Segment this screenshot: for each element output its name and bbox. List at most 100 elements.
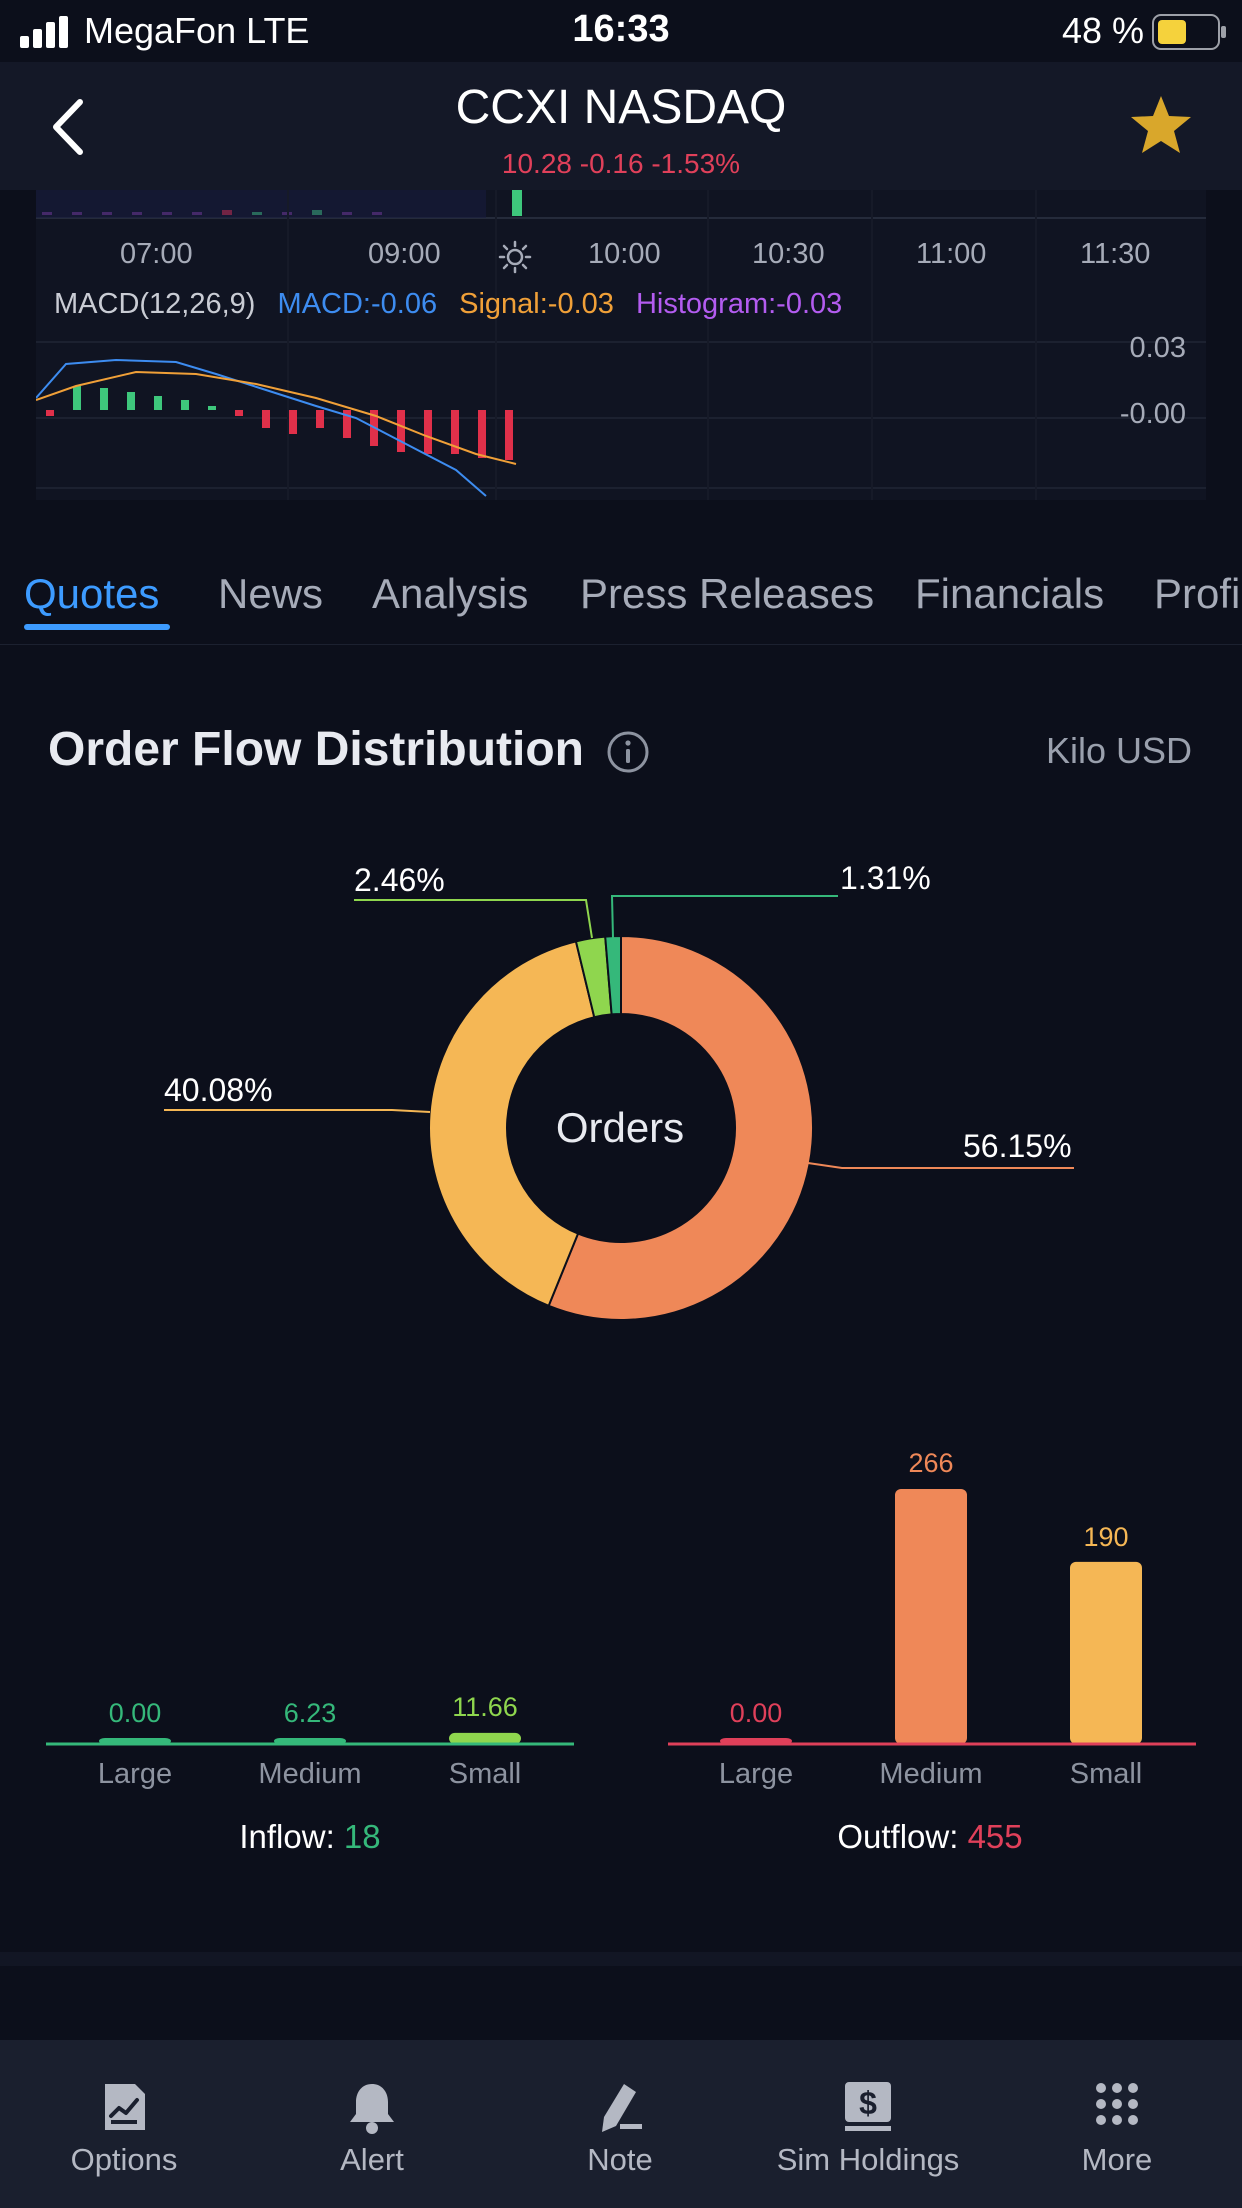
bar-value: 266 <box>908 1448 954 1478</box>
bar-value: 190 <box>1083 1522 1129 1552</box>
macd-histogram-bar <box>316 410 324 428</box>
bell-icon <box>350 2084 394 2134</box>
svg-text:$: $ <box>859 2085 877 2121</box>
order-donut-chart <box>164 895 1074 1321</box>
nav-label: Options <box>70 2142 178 2177</box>
pie-label: 1.31% <box>840 860 931 896</box>
macd-histogram-bar <box>208 406 216 410</box>
leader-line <box>354 899 593 939</box>
bar-value: 0.00 <box>108 1698 162 1728</box>
time-tick: 09:00 <box>368 238 441 270</box>
clock: 16:33 <box>572 8 670 50</box>
nav-label: Alert <box>340 2142 404 2177</box>
bar <box>1070 1561 1142 1744</box>
options-chart-icon <box>105 2084 145 2130</box>
time-tick: 07:00 <box>120 238 193 270</box>
y-tick-top: 0.03 <box>1129 332 1186 364</box>
inflow-value: 18 <box>343 1818 381 1855</box>
back-arrow-icon[interactable] <box>40 92 100 162</box>
macd-histogram-bar <box>397 410 405 452</box>
macd-value: MACD:-0.06 <box>277 288 438 320</box>
macd-histogram-bar <box>235 410 243 416</box>
macd-histogram-bar <box>451 410 459 454</box>
tab-news[interactable]: News <box>218 570 324 617</box>
time-tick: 10:30 <box>752 238 825 270</box>
outflow-value: 455 <box>967 1818 1023 1855</box>
bottom-nav: Options Alert Note $ Sim Holdings <box>0 2040 1242 2208</box>
bar-value: 0.00 <box>729 1698 783 1728</box>
nav-label: Sim Holdings <box>776 2142 960 2177</box>
macd-histogram-bar <box>478 410 486 458</box>
nav-sim-holdings[interactable]: $ Sim Holdings <box>744 2040 992 2208</box>
bar-value: 11.66 <box>452 1692 518 1722</box>
nav-more[interactable]: More <box>992 2040 1242 2208</box>
bar <box>895 1489 967 1744</box>
dollar-doc-icon: $ <box>845 2082 891 2131</box>
nav-label: More <box>1081 2142 1153 2177</box>
y-tick-mid: -0.00 <box>1119 398 1186 430</box>
chart-panel[interactable]: MACD(12,26,9) MACD:-0.06 Signal:-0.03 Hi… <box>36 190 1206 500</box>
price-chart-area: MACD(12,26,9) MACD:-0.06 Signal:-0.03 Hi… <box>0 190 1242 510</box>
star-icon[interactable] <box>1126 90 1196 160</box>
tab-quotes[interactable]: Quotes <box>24 570 160 617</box>
nav-alert[interactable]: Alert <box>248 2040 496 2208</box>
unit-label: Kilo USD <box>1045 730 1192 771</box>
donut-slice <box>604 934 622 1016</box>
leader-line <box>807 1162 1074 1169</box>
macd-name: MACD(12,26,9) <box>54 288 256 320</box>
signal-icon <box>20 16 68 48</box>
macd-legend: MACD(12,26,9) MACD:-0.06 Signal:-0.03 Hi… <box>54 288 856 321</box>
macd-histogram-bar <box>505 410 513 460</box>
pie-label: 56.15% <box>963 1128 1072 1164</box>
leader-line <box>610 895 838 939</box>
tab-press-releases[interactable]: Press Releases <box>580 570 875 617</box>
nav-label: Note <box>587 2142 653 2177</box>
battery-icon <box>1152 14 1226 50</box>
signal-value: Signal:-0.03 <box>459 288 614 320</box>
price-quote: 10.28 -0.16 -1.53% <box>501 148 741 179</box>
battery-percent: 48 % <box>1061 10 1144 51</box>
header: CCXI NASDAQ 10.28 -0.16 -1.53% <box>0 62 1242 190</box>
active-tab-indicator <box>24 624 170 630</box>
bar-category: Small <box>1069 1758 1143 1790</box>
histogram-value: Histogram:-0.03 <box>635 288 843 320</box>
time-tick: 11:30 <box>1080 238 1151 270</box>
chart-canvas <box>36 190 1206 500</box>
macd-histogram-bar <box>289 410 297 434</box>
donut-center-label: Orders <box>555 1104 685 1151</box>
nav-note[interactable]: Note <box>496 2040 744 2208</box>
macd-histogram-bar <box>154 396 162 410</box>
bar-category: Medium <box>258 1758 362 1790</box>
macd-histogram-bar <box>424 410 432 454</box>
leader-line <box>164 1109 431 1113</box>
macd-histogram-bar <box>181 400 189 410</box>
macd-histogram-bar <box>343 410 351 438</box>
tab-profile[interactable]: Profi <box>1154 570 1241 617</box>
donut-slice <box>428 940 596 1308</box>
tab-bar: Quotes News Analysis Press Releases Fina… <box>0 540 1242 645</box>
tab-financials[interactable]: Financials <box>915 570 1105 617</box>
section-title: Order Flow Distribution <box>48 723 584 776</box>
grid-dots-icon <box>1096 2083 1138 2125</box>
status-bar: MegaFon LTE 16:33 48 % <box>0 0 1242 62</box>
bar-category: Large <box>97 1758 173 1790</box>
macd-histogram-bar <box>100 388 108 410</box>
page-title: CCXI NASDAQ <box>455 81 787 134</box>
pie-label: 40.08% <box>164 1072 273 1108</box>
bar <box>449 1732 521 1744</box>
section-divider <box>0 1952 1242 1966</box>
outflow-total: Outflow: 455 <box>780 1818 1080 1856</box>
info-icon[interactable] <box>606 730 650 774</box>
tab-analysis[interactable]: Analysis <box>372 570 529 617</box>
donut-slice <box>547 934 814 1321</box>
pie-label: 2.46% <box>354 862 445 898</box>
macd-histogram-bar <box>46 410 54 416</box>
time-tick: 11:00 <box>916 238 987 270</box>
time-tick: 10:00 <box>588 238 661 270</box>
nav-options[interactable]: Options <box>0 2040 248 2208</box>
bar-category: Large <box>718 1758 794 1790</box>
macd-histogram-bar <box>262 410 270 428</box>
outflow-label: Outflow: <box>837 1818 968 1855</box>
pen-icon <box>602 2084 642 2132</box>
bar-value: 6.23 <box>283 1698 337 1728</box>
